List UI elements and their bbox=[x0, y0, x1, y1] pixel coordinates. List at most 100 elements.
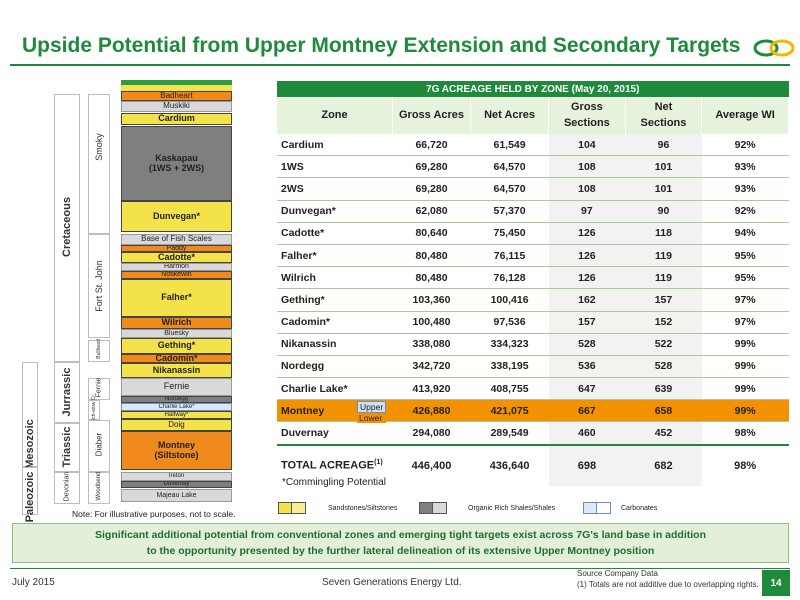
table-cell: Charlie Lake* bbox=[277, 377, 393, 401]
table-cell: 90 bbox=[625, 200, 702, 223]
table-row-cadotte: Cadotte* 80,640 75,450 126 118 94% bbox=[277, 222, 789, 245]
column-header-average-wi: Average WI bbox=[701, 97, 789, 134]
table-cell: 104 bbox=[548, 134, 626, 157]
table-row-duvernay: Duvernay 294,080 289,549 460 452 98% bbox=[277, 421, 789, 446]
table-cell: 342,720 bbox=[392, 355, 471, 379]
table-cell: 98% bbox=[701, 421, 789, 446]
table-cell: 92% bbox=[701, 134, 789, 157]
page-title: Upside Potential from Upper Montney Exte… bbox=[22, 34, 741, 57]
table-cell: 108 bbox=[548, 177, 626, 201]
formation-cadomin: Cadomin* bbox=[121, 354, 232, 363]
table-cell: 162 bbox=[548, 288, 626, 312]
table-cell: 101 bbox=[625, 177, 702, 201]
formation-cardium: Cardium bbox=[121, 113, 232, 125]
legend-swatch-shale-dark bbox=[419, 502, 433, 514]
formation-notikewin: Notikewin bbox=[121, 271, 232, 279]
table-cell: 75,450 bbox=[470, 222, 549, 245]
formation-nikanassin: Nikanassin bbox=[121, 363, 232, 378]
period-label-cretaceous: Cretaceous bbox=[61, 197, 73, 257]
formation-dunvegan: Dunvegan* bbox=[121, 201, 232, 232]
table-cell: 334,323 bbox=[470, 333, 549, 356]
table-cell: 536 bbox=[548, 355, 626, 379]
formation-top-green-band bbox=[121, 80, 232, 85]
table-cell: 108 bbox=[548, 155, 626, 179]
table-row-total: TOTAL ACREAGE(1) 446,400 436,640 698 682 98% bbox=[277, 443, 789, 486]
formation-harmon: Harmon bbox=[121, 263, 232, 271]
footer-company: Seven Generations Energy Ltd. bbox=[322, 577, 462, 588]
table-row-nikanassin: Nikanassin 338,080 334,323 528 522 99% bbox=[277, 333, 789, 356]
table-cell: 436,640 bbox=[470, 443, 549, 486]
zone-label: Montney bbox=[281, 404, 325, 417]
legend-swatch-carbonate-light bbox=[597, 502, 611, 514]
table-cell: 119 bbox=[625, 244, 702, 268]
table-cell: 658 bbox=[625, 399, 702, 423]
group-box-smoky bbox=[88, 94, 110, 234]
table-cell: 95% bbox=[701, 266, 789, 290]
table-cell: 118 bbox=[625, 222, 702, 245]
formation-majeau-lake: Majeau Lake bbox=[121, 489, 232, 502]
table-cell: 76,115 bbox=[470, 244, 549, 268]
formation-bluesky: Bluesky bbox=[121, 329, 232, 338]
legend-swatch-sandstone-light bbox=[292, 502, 306, 514]
table-cell: 460 bbox=[548, 421, 626, 446]
footer-footnote: (1) Totals are not additive due to overl… bbox=[577, 580, 759, 589]
column-header-net-acres: Net Acres bbox=[470, 97, 550, 134]
table-cell: 294,080 bbox=[392, 421, 471, 446]
formation-falher: Falher* bbox=[121, 279, 232, 317]
table-cell: 64,570 bbox=[470, 177, 549, 201]
formation-top-yellow-band bbox=[121, 85, 232, 91]
column-header-gross-sections: Gross Sections bbox=[548, 97, 626, 134]
table-cell: Dunvegan* bbox=[277, 200, 393, 223]
formation-fernie: Fernie bbox=[121, 378, 232, 396]
table-cell: 92% bbox=[701, 200, 789, 223]
table-cell: Cardium bbox=[277, 134, 393, 157]
table-cell: 61,549 bbox=[470, 134, 549, 157]
table-cell: 157 bbox=[548, 311, 626, 334]
column-header-zone: Zone bbox=[277, 97, 393, 134]
table-cell: 80,480 bbox=[392, 244, 471, 268]
table-row-cardium: Cardium 66,720 61,549 104 96 92% bbox=[277, 134, 789, 157]
table-cell: 80,640 bbox=[392, 222, 471, 245]
table-cell: 682 bbox=[625, 443, 702, 486]
table-cell: 62,080 bbox=[392, 200, 471, 223]
table-cell: 408,755 bbox=[470, 377, 549, 401]
table-cell: 522 bbox=[625, 333, 702, 356]
formation-base-of-fish-scales: Base of Fish Scales bbox=[121, 234, 232, 245]
footer-date: July 2015 bbox=[12, 577, 55, 588]
table-cell: 528 bbox=[625, 355, 702, 379]
formation-doig: Doig bbox=[121, 419, 232, 431]
table-row-cadomin: Cadomin* 100,480 97,536 157 152 97% bbox=[277, 311, 789, 334]
banner-line-2: to the opportunity presented by the furt… bbox=[146, 545, 655, 557]
table-cell: 426,880 bbox=[392, 399, 471, 423]
table-cell: 93% bbox=[701, 177, 789, 201]
group-label-smoky: Smoky bbox=[94, 133, 104, 161]
legend-swatch-sandstone-dark bbox=[278, 502, 292, 514]
table-cell: Cadomin* bbox=[277, 311, 393, 334]
acreage-table: 7G ACREAGE HELD BY ZONE (May 20, 2015) Z… bbox=[277, 81, 789, 486]
table-cell: Gething* bbox=[277, 288, 393, 312]
table-cell: 119 bbox=[625, 266, 702, 290]
column-header-gross-acres: Gross Acres bbox=[392, 97, 472, 134]
legend-label-carbonates: Carbonates bbox=[621, 505, 658, 512]
table-cell: 126 bbox=[548, 244, 626, 268]
table-cell: 413,920 bbox=[392, 377, 471, 401]
formation-badheart: Badheart bbox=[121, 91, 232, 101]
table-row-1ws: 1WS 69,280 64,570 108 101 93% bbox=[277, 155, 789, 179]
table-cell: 97% bbox=[701, 288, 789, 312]
legend-swatch-shale-light bbox=[433, 502, 447, 514]
table-cell: 667 bbox=[548, 399, 626, 423]
table-cell: 126 bbox=[548, 222, 626, 245]
table-cell: 100,480 bbox=[392, 311, 471, 334]
table-cell: 76,128 bbox=[470, 266, 549, 290]
formation-ireton: Ireton bbox=[121, 472, 232, 481]
legend-label-sandstones: Sandstones/Siltstones bbox=[328, 505, 398, 512]
table-cell: 64,570 bbox=[470, 155, 549, 179]
table-cell: 421,075 bbox=[470, 399, 549, 423]
period-box-triassic bbox=[54, 423, 80, 472]
column-header-net-sections: Net Sections bbox=[625, 97, 703, 134]
table-cell: 99% bbox=[701, 399, 789, 423]
formation-charlie-lake: Charlie Lake* bbox=[121, 403, 232, 411]
table-cell: Cadotte* bbox=[277, 222, 393, 245]
table-cell: 338,195 bbox=[470, 355, 549, 379]
title-divider bbox=[10, 64, 790, 66]
